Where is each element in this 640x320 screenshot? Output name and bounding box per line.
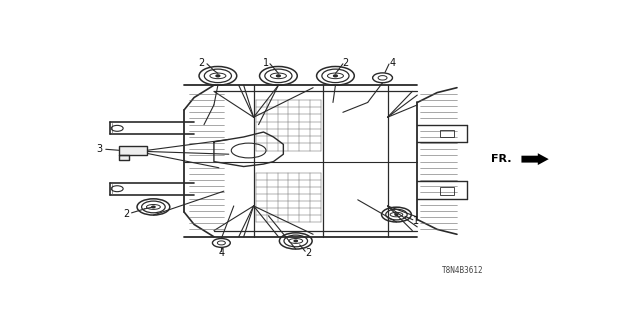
- Circle shape: [294, 240, 298, 242]
- Circle shape: [216, 75, 220, 77]
- Text: 1: 1: [263, 58, 269, 68]
- Circle shape: [395, 214, 398, 215]
- FancyArrow shape: [522, 153, 548, 165]
- Circle shape: [152, 206, 155, 208]
- Text: 4: 4: [218, 248, 225, 258]
- Text: T8N4B3612: T8N4B3612: [442, 266, 484, 275]
- Bar: [118, 146, 147, 155]
- Circle shape: [333, 75, 337, 77]
- Text: 3: 3: [97, 144, 103, 154]
- Text: 1: 1: [413, 216, 419, 226]
- Text: 2: 2: [343, 58, 349, 68]
- Text: 2: 2: [123, 209, 129, 219]
- Text: 2: 2: [305, 248, 311, 258]
- Polygon shape: [118, 155, 129, 160]
- Text: 2: 2: [198, 58, 204, 68]
- Bar: [440, 130, 454, 137]
- Text: FR.: FR.: [491, 154, 511, 164]
- Bar: [440, 188, 454, 195]
- Text: 4: 4: [389, 58, 396, 68]
- Circle shape: [276, 75, 280, 77]
